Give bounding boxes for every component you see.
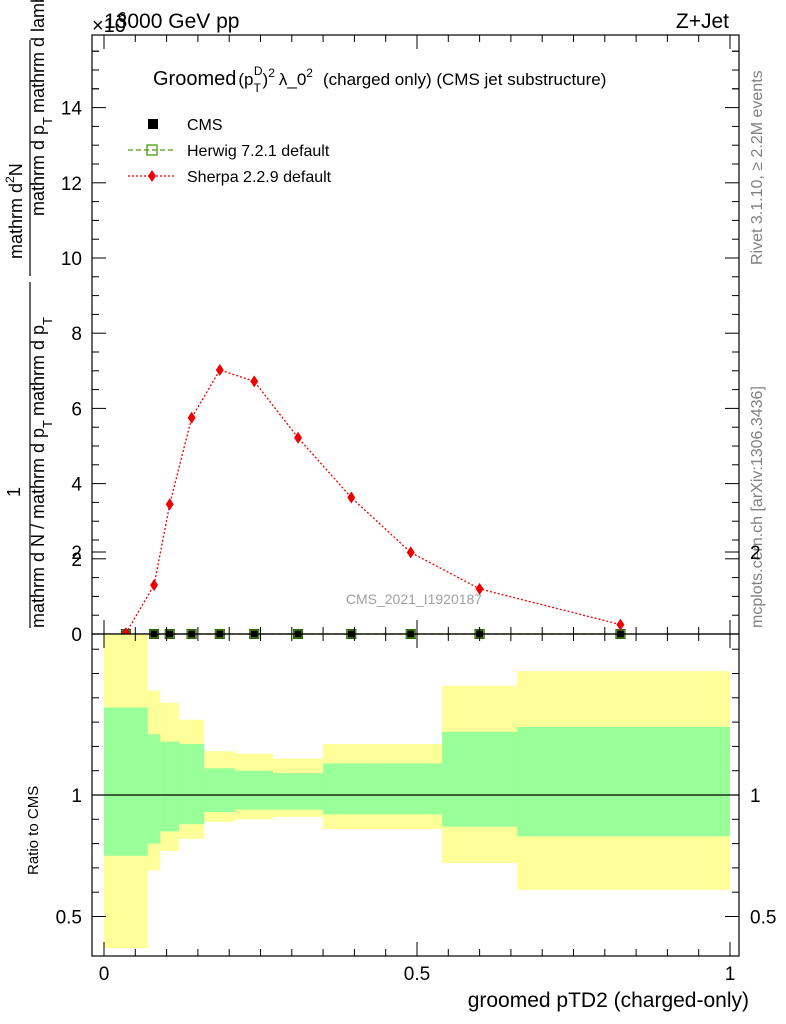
title-sup-d: D (254, 64, 263, 78)
legend-label-sherpa: Sherpa 2.2.9 default (187, 169, 332, 186)
ratio-y-axis-label: Ratio to CMS (25, 786, 42, 875)
x-axis-label: groomed pTD2 (charged-only) (468, 989, 749, 1012)
series-line-sherpa (125, 369, 621, 634)
main-y-ticks: 0 2 4 6 8 10 12 14 (61, 50, 739, 646)
ratio-bands (92, 634, 739, 949)
point-sherpa (215, 364, 224, 377)
ratio-y-ticks: 0.5 0.51 12 2 (56, 543, 777, 929)
main-y-tick-label: 2 (71, 550, 82, 571)
title-rest: (charged only) (CMS jet substructure) (323, 70, 606, 89)
point-sherpa (347, 491, 356, 504)
legend-label-herwig: Herwig 7.2.1 default (187, 143, 330, 160)
point-sherpa (187, 411, 196, 424)
header-collision-label: 13000 GeV pp (104, 10, 239, 33)
x-tick-label: 1 (725, 964, 736, 985)
main-y-tick-label: 0 (71, 625, 82, 646)
header-process-label: Z+Jet (676, 10, 729, 33)
ylabel-numerator-dn: mathrm d2N (3, 163, 26, 259)
main-chart-title: Groomed (pTD)2 λ_02 (charged only) (CMS jet… (153, 64, 606, 95)
watermark-analysis-id: CMS_2021_I1920187 (346, 591, 482, 607)
title-sub-t: T (254, 81, 262, 95)
title-lambda: λ_0 (279, 70, 306, 89)
ratio-band-inner (379, 763, 443, 815)
legend-marker-sherpa (148, 170, 156, 182)
header-exponent-power: 6 (118, 9, 126, 26)
ratio-y-tick-label-right: 0.5 (750, 908, 776, 929)
main-y-tick-label: 14 (61, 99, 83, 120)
ylabel-numerator-one: 1 (4, 487, 24, 497)
main-y-tick-label: 12 (61, 174, 82, 195)
ratio-y-tick-label: 2 (71, 543, 82, 564)
ratio-x-ticks: 0 0.5 1 (99, 634, 736, 985)
ratio-y-tick-label-right: 2 (750, 543, 761, 564)
ratio-y-tick-label: 1 (71, 786, 82, 807)
ratio-band-inner (517, 726, 730, 837)
ratio-band-inner (235, 770, 274, 810)
ratio-band-inner (147, 734, 161, 844)
ratio-band-inner (104, 707, 148, 856)
rivet-version-label: Rivet 3.1.10, ≥ 2.2M events (749, 70, 766, 265)
ylabel-denominator: mathrm d N / mathrm d pTmathrm d pT (28, 317, 55, 628)
ratio-band-inner (179, 743, 205, 825)
legend-label-cms: CMS (187, 117, 223, 134)
title-paren-open: (p (238, 70, 253, 89)
ratio-panel: 0.5 0.51 12 2 0 0.5 1 Ratio to CMS groomed pT… (25, 543, 776, 1012)
ratio-y-tick-label-right: 1 (750, 786, 761, 807)
title-paren-close: ) (263, 70, 269, 89)
title-lambda-sup: 2 (306, 66, 313, 80)
main-y-tick-label: 4 (71, 475, 82, 496)
point-sherpa (150, 579, 159, 592)
x-tick-label: 0.5 (404, 964, 430, 985)
title-main: Groomed (153, 68, 236, 90)
title-sup-2: 2 (268, 66, 275, 80)
main-y-tick-label: 6 (71, 399, 82, 420)
point-sherpa (294, 431, 303, 444)
main-y-axis-label: mathrm d2N mathrm d pTmathrm d lambda 1 … (3, 0, 55, 628)
ratio-band-inner (204, 768, 236, 813)
point-sherpa (165, 498, 174, 511)
ratio-band-inner (160, 741, 180, 832)
ratio-band-inner (323, 763, 380, 815)
x-tick-label: 0 (99, 964, 110, 985)
point-sherpa (250, 375, 259, 388)
header-exponent: ×10 (92, 15, 126, 37)
main-y-tick-label: 8 (71, 324, 82, 345)
ylabel-denominator-top: mathrm d pTmathrm d lambda (28, 0, 55, 216)
main-y-tick-label: 10 (61, 249, 82, 270)
point-sherpa (475, 582, 484, 595)
ratio-band-inner (273, 773, 324, 810)
point-sherpa (406, 546, 415, 559)
legend-marker-herwig (146, 144, 158, 156)
legend-marker-cms (148, 119, 158, 129)
ratio-y-tick-label: 0.5 (56, 908, 82, 929)
ratio-band-inner (442, 731, 518, 827)
main-x-ticks (103, 35, 731, 634)
mcplots-reference-label: mcplots.cern.ch [arXiv:1306.3436] (749, 386, 766, 628)
legend: CMS Herwig 7.2.1 default Sherpa 2.2.9 de… (128, 117, 332, 186)
point-sherpa (616, 618, 625, 631)
